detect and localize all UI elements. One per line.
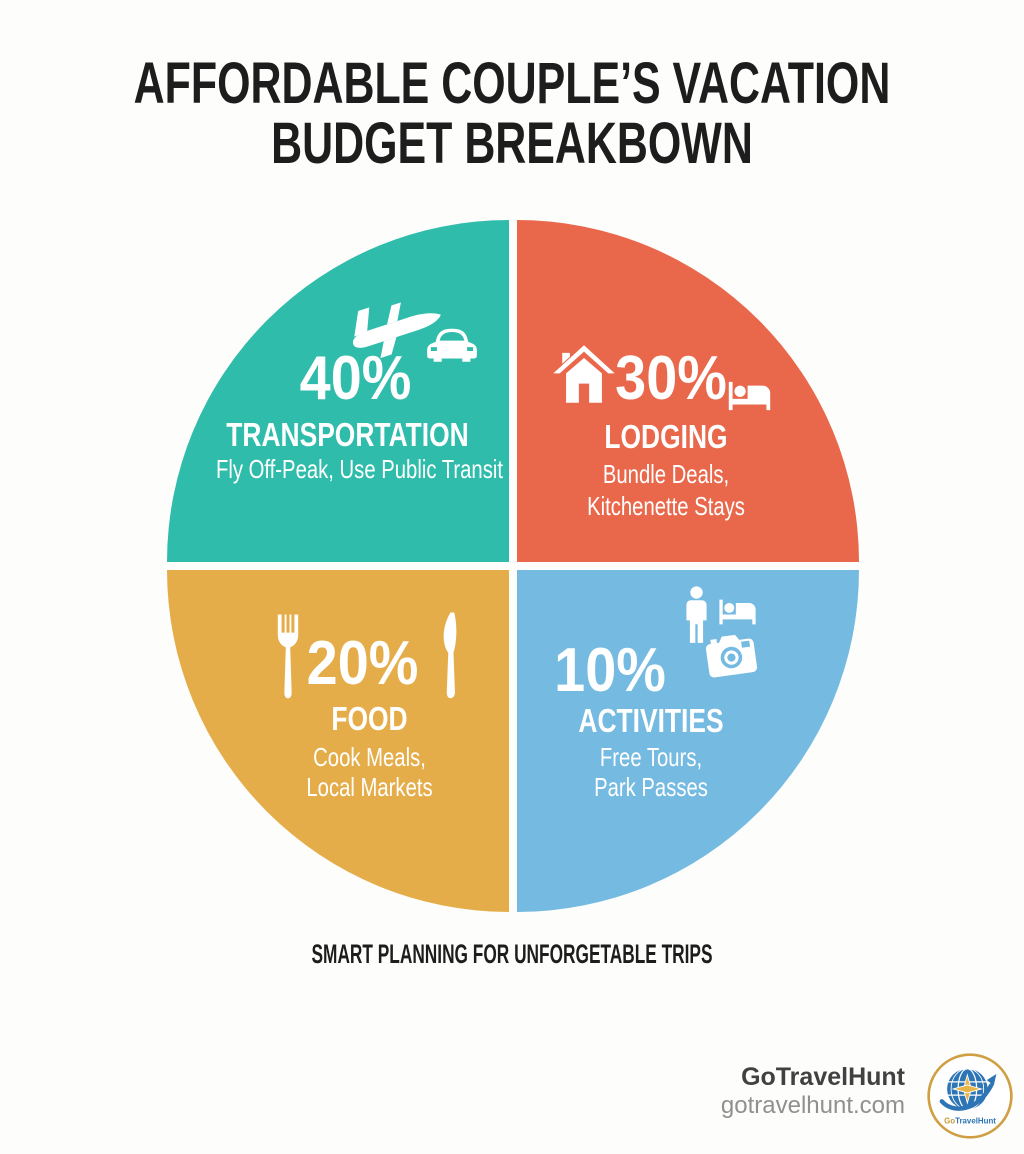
person-icon [686, 586, 707, 643]
logo-text: GoTravelHunt [944, 1116, 996, 1125]
percent-food: 20% [306, 629, 419, 698]
label-transportation: TRANSPORTATION [226, 416, 469, 453]
car-icon [427, 328, 477, 362]
tip-food-2: Local Markets [306, 772, 433, 802]
tagline: SMART PLANNING FOR UNFORGETABLE TRIPS [311, 939, 713, 969]
knife-icon [443, 612, 457, 699]
logo-swoosh-arrow [939, 1083, 994, 1111]
page-title: AFFORDABLE COUPLE’S VACATION BUDGET BREA… [0, 54, 1024, 174]
tip-activities-2: Park Passes [594, 772, 708, 802]
gotravelhunt-logo: GoTravelHunt [927, 1053, 1013, 1139]
label-lodging: LODGING [604, 418, 728, 455]
title-line-2: BUDGET BREAKBOWN [271, 111, 753, 176]
camera-icon [705, 634, 758, 678]
fork-icon [277, 614, 299, 699]
pie-chart: 40% TRANSPORTATION Fly Off-Peak, Use Pub… [167, 220, 859, 912]
footer-brand-block: GoTravelHunt gotravelhunt.com [721, 1062, 905, 1120]
label-food: FOOD [331, 700, 408, 737]
brand-name: GoTravelHunt [741, 1063, 905, 1091]
tip-activities-1: Free Tours, [599, 742, 703, 772]
brand-website: gotravelhunt.com [720, 1092, 905, 1119]
house-icon [553, 345, 615, 403]
title-line-1: AFFORDABLE COUPLE’S VACATION [133, 51, 891, 116]
tip-lodging-2: Kitchenette Stays [587, 491, 745, 521]
label-activities: ACTIVITIES [578, 702, 724, 739]
bed-icon [719, 599, 756, 625]
tip-food-1: Cook Meals, [313, 742, 426, 772]
tip-transportation: Fly Off-Peak, Use Public Transit [215, 454, 503, 484]
tip-lodging-1: Bundle Deals, [602, 459, 730, 489]
airplane-icon [352, 302, 441, 359]
percent-transportation: 40% [299, 344, 412, 413]
bed-icon [728, 381, 771, 411]
percent-activities: 10% [554, 636, 666, 705]
percent-lodging: 30% [615, 344, 727, 413]
